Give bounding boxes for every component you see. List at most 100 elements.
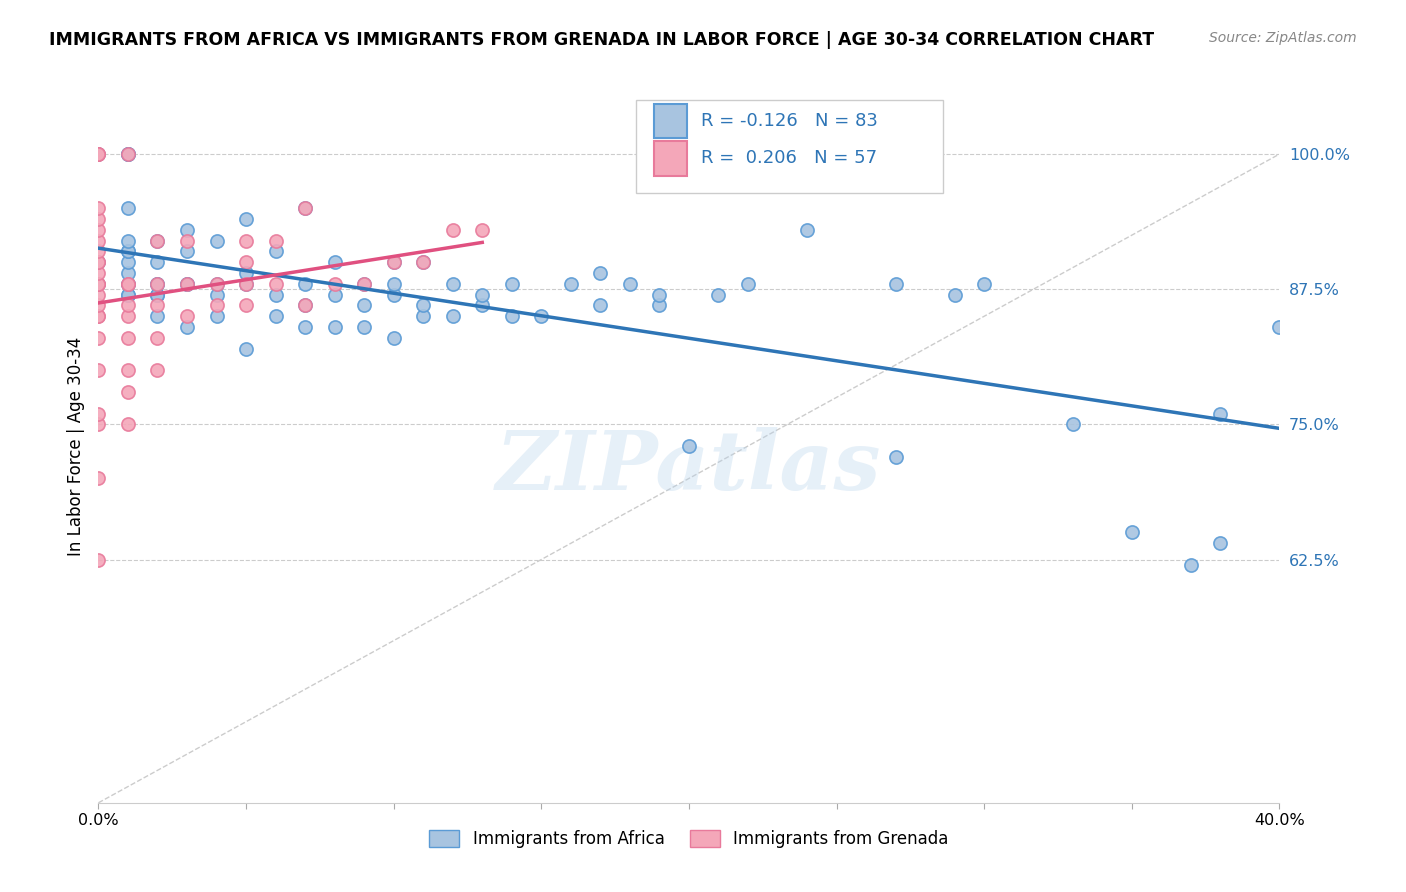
Point (117, 287, 139, 301)
Point (294, 277, 316, 291)
Point (87, 277, 110, 291)
Point (117, 277, 139, 291)
Point (146, 287, 169, 301)
Point (87, 471, 110, 485)
Point (294, 201, 316, 215)
Point (1268, 320, 1291, 334)
Point (264, 234, 287, 248)
Text: IMMIGRANTS FROM AFRICA VS IMMIGRANTS FROM GRENADA IN LABOR FORCE | AGE 30-34 COR: IMMIGRANTS FROM AFRICA VS IMMIGRANTS FRO… (49, 31, 1154, 49)
Point (87, 255, 110, 269)
Point (294, 298, 316, 312)
Point (235, 342, 257, 356)
Point (87, 234, 110, 248)
Y-axis label: In Labor Force | Age 30-34: In Labor Force | Age 30-34 (66, 336, 84, 556)
Point (146, 310, 169, 324)
Point (117, 147, 139, 161)
Point (382, 255, 405, 269)
Point (176, 277, 198, 291)
Point (87, 266, 110, 280)
Point (264, 287, 287, 301)
Point (471, 223, 494, 237)
Point (205, 310, 228, 324)
Point (205, 234, 228, 248)
Point (176, 277, 198, 291)
Point (176, 320, 198, 334)
Point (678, 439, 700, 453)
Point (943, 287, 966, 301)
Point (117, 363, 139, 377)
Point (87, 287, 110, 301)
Point (205, 287, 228, 301)
Point (87, 277, 110, 291)
Point (87, 417, 110, 432)
Point (87, 363, 110, 377)
Point (117, 244, 139, 259)
Point (117, 384, 139, 399)
Point (235, 266, 257, 280)
Point (235, 234, 257, 248)
Point (146, 255, 169, 269)
Point (117, 147, 139, 161)
Point (176, 310, 198, 324)
Point (146, 277, 169, 291)
Point (412, 298, 434, 312)
Point (87, 310, 110, 324)
Point (205, 277, 228, 291)
Text: ZIPatlas: ZIPatlas (496, 427, 882, 508)
Point (412, 255, 434, 269)
Point (87, 277, 110, 291)
Point (471, 287, 494, 301)
Point (382, 287, 405, 301)
Point (117, 244, 139, 259)
Point (205, 298, 228, 312)
FancyBboxPatch shape (636, 100, 943, 193)
Point (87, 147, 110, 161)
Point (146, 277, 169, 291)
Point (501, 310, 523, 324)
Point (117, 266, 139, 280)
Point (87, 298, 110, 312)
Point (619, 277, 641, 291)
FancyBboxPatch shape (654, 104, 686, 138)
Point (117, 298, 139, 312)
Point (87, 244, 110, 259)
Point (412, 310, 434, 324)
Point (117, 287, 139, 301)
Point (87, 552, 110, 566)
Point (1209, 536, 1232, 550)
FancyBboxPatch shape (654, 141, 686, 176)
Point (530, 310, 553, 324)
Point (176, 244, 198, 259)
Point (146, 234, 169, 248)
Point (146, 234, 169, 248)
Point (87, 255, 110, 269)
Text: Source: ZipAtlas.com: Source: ZipAtlas.com (1209, 31, 1357, 45)
Point (707, 287, 730, 301)
Point (412, 255, 434, 269)
Point (323, 277, 346, 291)
Point (176, 234, 198, 248)
Point (589, 298, 612, 312)
Point (235, 277, 257, 291)
Point (294, 320, 316, 334)
Point (353, 298, 375, 312)
Point (146, 298, 169, 312)
Point (87, 407, 110, 421)
Point (205, 277, 228, 291)
Point (737, 277, 759, 291)
Point (382, 277, 405, 291)
Point (294, 201, 316, 215)
Point (176, 277, 198, 291)
Point (117, 201, 139, 215)
Point (117, 277, 139, 291)
Point (87, 147, 110, 161)
Point (235, 277, 257, 291)
Point (117, 234, 139, 248)
Point (884, 277, 907, 291)
Point (264, 310, 287, 324)
Point (117, 417, 139, 432)
Point (648, 287, 671, 301)
Text: R =  0.206   N = 57: R = 0.206 N = 57 (700, 150, 877, 168)
Point (353, 277, 375, 291)
Point (264, 244, 287, 259)
